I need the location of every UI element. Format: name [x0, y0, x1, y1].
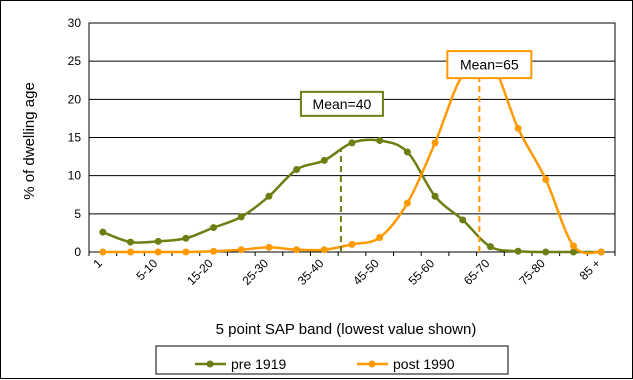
x-tick-label: 35-40	[295, 256, 327, 288]
data-point	[265, 243, 273, 251]
data-point	[293, 166, 301, 174]
mean-label: Mean=65	[460, 57, 519, 73]
mean-label: Mean=40	[313, 96, 372, 112]
legend-label: post 1990	[393, 356, 455, 372]
data-point	[569, 248, 577, 256]
series-0	[99, 137, 605, 256]
y-tick-label: 20	[68, 92, 82, 106]
legend-label: pre 1919	[231, 356, 286, 372]
data-point	[320, 246, 328, 254]
x-tick-label: 5-10	[133, 256, 160, 283]
data-point	[237, 213, 245, 221]
data-point	[127, 238, 135, 246]
x-tick-label: 55-60	[406, 256, 438, 288]
data-point	[459, 216, 467, 224]
grid-lines	[88, 22, 616, 253]
y-tick-label: 25	[68, 54, 82, 68]
annotation-layer: Mean=40 Mean=65	[299, 50, 533, 252]
data-point	[403, 199, 411, 207]
legend-box	[155, 345, 509, 375]
data-point	[237, 246, 245, 254]
x-tick-label: 15-20	[184, 256, 216, 288]
data-point	[597, 248, 605, 256]
data-point	[154, 237, 162, 245]
data-point	[210, 247, 218, 255]
plot-area-border	[88, 22, 616, 253]
data-point	[514, 124, 522, 132]
data-point	[99, 228, 107, 236]
data-point	[154, 248, 162, 256]
data-point	[265, 192, 273, 200]
y-tick-label: 5	[74, 207, 81, 221]
x-tick-label: 1	[90, 256, 105, 271]
data-point	[182, 248, 190, 256]
legend-marker	[368, 360, 376, 368]
series-line	[102, 138, 602, 254]
data-point	[431, 192, 439, 200]
data-point	[348, 139, 356, 147]
data-point	[431, 139, 439, 147]
y-tick-labels: 0 5 10 15 20 25 30	[68, 16, 82, 259]
data-point	[99, 248, 107, 256]
y-tick-label: 30	[68, 16, 82, 30]
data-point	[320, 156, 328, 164]
series-layer	[99, 57, 605, 256]
data-point	[542, 175, 550, 183]
y-tick-label: 10	[68, 169, 82, 183]
x-tick-label: 65-70	[461, 256, 493, 288]
legend: pre 1919 post 1990	[155, 345, 509, 375]
data-point	[486, 243, 494, 251]
legend-marker	[206, 360, 214, 368]
data-point	[293, 246, 301, 254]
data-point	[182, 234, 190, 242]
x-tick-label: 75-80	[516, 256, 548, 288]
x-tick-label: 45-50	[350, 256, 382, 288]
data-point	[127, 248, 135, 256]
x-axis-title: 5 point SAP band (lowest value shown)	[216, 321, 477, 338]
x-tick-label: 85 +	[577, 256, 604, 283]
data-point	[514, 247, 522, 255]
mean-label-box	[299, 90, 384, 117]
y-tick-label: 0	[74, 245, 81, 259]
data-point	[210, 224, 218, 232]
data-point	[403, 148, 411, 156]
x-tick-labels: 1 5-10 15-20 25-30 35-40 45-50 55-60 65-70 75-80…	[88, 252, 616, 288]
series-1	[99, 57, 605, 256]
data-point	[376, 233, 384, 241]
data-point	[569, 242, 577, 250]
mean-label-box	[446, 50, 533, 80]
data-point	[348, 240, 356, 248]
x-tick-label: 25-30	[239, 256, 271, 288]
data-point	[542, 248, 550, 256]
series-line	[102, 57, 602, 255]
y-tick-label: 15	[68, 131, 82, 145]
data-point	[376, 137, 384, 145]
y-axis-title: % of dwelling age	[21, 82, 38, 200]
